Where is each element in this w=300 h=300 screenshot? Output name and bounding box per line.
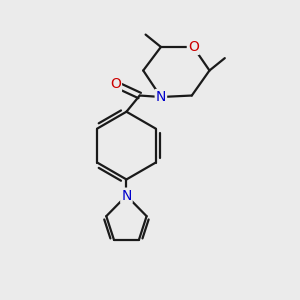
Text: N: N	[156, 90, 166, 104]
Text: N: N	[121, 189, 132, 202]
Text: O: O	[110, 77, 121, 91]
Text: O: O	[188, 40, 199, 54]
